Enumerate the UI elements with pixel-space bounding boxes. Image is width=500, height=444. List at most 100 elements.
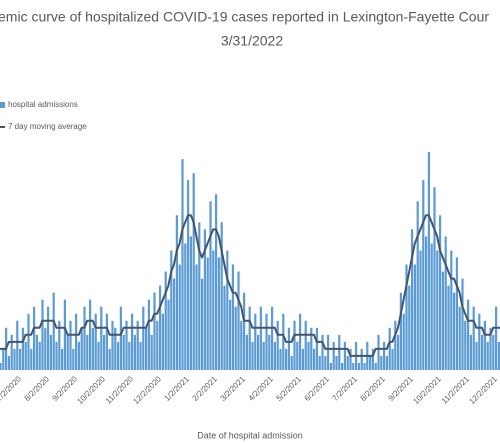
bar	[94, 313, 97, 370]
bar	[217, 257, 220, 370]
bar	[329, 362, 332, 370]
bar	[268, 334, 271, 370]
bar	[483, 320, 486, 370]
x-tick-label: 4/2/2021	[247, 374, 276, 403]
x-tick-label: 1/2/2021	[163, 374, 192, 403]
bar	[195, 264, 198, 370]
bar	[103, 334, 106, 370]
bar	[19, 348, 22, 370]
bar	[439, 215, 442, 370]
legend: hospital admissions 7 day moving average	[0, 100, 87, 131]
bar	[279, 348, 282, 370]
legend-label: 7 day moving average	[8, 122, 87, 131]
bar	[66, 334, 69, 370]
bar	[307, 341, 310, 370]
chart-subtitle: 3/31/2022	[221, 33, 283, 49]
x-axis-title: Date of hospital admission	[197, 430, 303, 440]
bar	[27, 313, 30, 370]
bar	[304, 320, 307, 370]
bar	[271, 306, 274, 370]
bar	[453, 292, 456, 370]
bar	[385, 355, 388, 370]
bar	[262, 341, 265, 370]
bar	[187, 180, 190, 370]
bar	[481, 334, 484, 370]
bar	[91, 327, 94, 370]
bar	[251, 341, 254, 370]
bar	[455, 257, 458, 370]
bar	[363, 362, 366, 370]
bar	[108, 348, 111, 370]
x-tick-label: 11/2/2021	[440, 374, 471, 405]
bar	[223, 285, 226, 370]
bar	[220, 222, 223, 370]
bar	[181, 159, 184, 370]
bar	[72, 348, 75, 370]
bar	[63, 299, 66, 370]
bar	[173, 278, 176, 370]
bar	[405, 264, 408, 370]
bar	[13, 348, 16, 370]
bar	[497, 341, 500, 370]
bar	[349, 348, 352, 370]
bar	[58, 320, 61, 370]
bar	[374, 362, 377, 370]
x-tick-label: 10/2/2021	[411, 374, 443, 406]
bar	[24, 341, 27, 370]
bar	[369, 355, 372, 370]
bar	[447, 285, 450, 370]
bar	[441, 271, 444, 370]
bar	[436, 250, 439, 370]
bar	[371, 348, 374, 370]
bar	[399, 292, 402, 370]
x-tick-label: 12/2/2021	[467, 374, 499, 406]
bar	[282, 313, 285, 370]
bar	[209, 201, 212, 370]
bar	[21, 327, 24, 370]
bar	[310, 327, 313, 370]
bar	[287, 327, 290, 370]
bar	[125, 320, 128, 370]
bar	[427, 152, 430, 370]
bar	[69, 320, 72, 370]
bar	[114, 327, 117, 370]
bar	[254, 313, 257, 370]
bar	[352, 362, 355, 370]
bar	[469, 334, 472, 370]
bar	[397, 334, 400, 370]
bar	[41, 299, 44, 370]
bar	[231, 264, 234, 370]
bar	[237, 271, 240, 370]
bar	[159, 285, 162, 370]
bar	[33, 306, 36, 370]
bar	[321, 334, 324, 370]
x-tick-label: 7/2/2020	[0, 374, 23, 403]
bar	[161, 313, 164, 370]
bar	[413, 264, 416, 370]
bar	[52, 292, 55, 370]
bar	[489, 327, 492, 370]
bar	[475, 341, 478, 370]
bar	[2, 348, 5, 370]
bar	[35, 334, 38, 370]
bar	[450, 250, 453, 370]
bar	[156, 320, 159, 370]
legend-label: hospital admissions	[8, 100, 78, 109]
bar	[324, 355, 327, 370]
bar	[419, 250, 422, 370]
bar	[293, 320, 296, 370]
chart-title: emic curve of hospitalized COVID-19 case…	[0, 9, 489, 25]
bar	[145, 327, 148, 370]
bar	[248, 306, 251, 370]
bar	[257, 334, 260, 370]
bar	[215, 194, 218, 370]
legend-swatch-bar	[0, 102, 5, 108]
bar	[16, 320, 19, 370]
bar	[61, 348, 64, 370]
bar	[458, 306, 461, 370]
x-tick-label: 5/2/2021	[275, 374, 304, 403]
bar	[150, 334, 153, 370]
bar	[105, 313, 108, 370]
x-tick-label: 8/2/2020	[23, 374, 52, 403]
